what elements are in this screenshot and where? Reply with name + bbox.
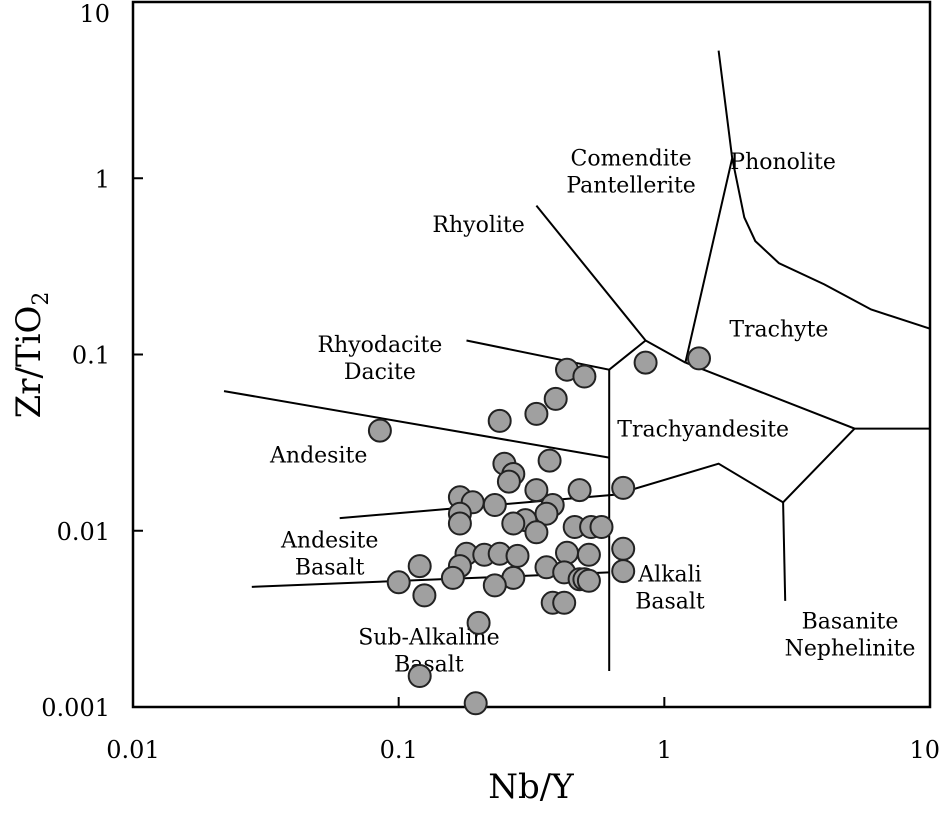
y-axis-title-subscript: 2: [29, 292, 54, 306]
classification-boundaries: [223, 50, 931, 671]
region-label-trachyte: Trachyte: [729, 318, 828, 343]
phonolite-trachyte-boundary: [731, 157, 931, 330]
data-point: [482, 493, 507, 517]
region-label-rhyodacite-dacite: Rhyodacite Dacite: [317, 333, 442, 385]
trachyte-comendite-boundary: [684, 50, 734, 363]
data-point: [611, 559, 636, 584]
region-label-line: Alkali: [637, 562, 701, 587]
data-point: [466, 610, 491, 635]
region-label-phonolite: Phonolite: [730, 150, 836, 175]
data-point: [611, 475, 636, 500]
region-label-line: Rhyolite: [432, 213, 524, 238]
data-point: [611, 536, 636, 561]
data-point: [407, 554, 432, 579]
data-point: [572, 364, 597, 389]
region-label-line: Trachyte: [729, 318, 828, 343]
data-point: [407, 664, 432, 688]
x-tick-label: 0.01: [106, 736, 159, 764]
x-axis-title: Nb/Y: [488, 767, 574, 807]
data-point: [386, 570, 411, 595]
data-point: [567, 478, 592, 503]
region-label-line: Pantellerite: [566, 174, 695, 199]
x-tick-label: 0.1: [380, 736, 418, 764]
comendite-rhyolite-boundary: [535, 204, 686, 364]
region-label-line: Dacite: [344, 360, 416, 385]
data-point: [367, 418, 392, 443]
region-label-line: Andesite: [269, 444, 367, 469]
y-tick-label: 0.1: [72, 342, 110, 370]
y-tick-label: 1: [95, 165, 110, 193]
rhyodacite-andesite-boundary: [223, 390, 610, 459]
region-label-rhyolite: Rhyolite: [432, 213, 524, 238]
data-point: [576, 568, 601, 593]
x-tick-label: 10: [909, 736, 940, 764]
data-point: [482, 573, 507, 598]
y-axis-title-main: Zr/TiO: [9, 306, 49, 419]
data-point: [576, 542, 601, 567]
region-label-line: Basalt: [295, 555, 365, 580]
y-tick-label: 0.01: [57, 518, 110, 546]
data-point: [555, 540, 579, 565]
y-axis-title: Zr/TiO2: [9, 292, 54, 419]
data-point: [524, 520, 549, 545]
data-point: [505, 543, 530, 568]
region-label-line: Basalt: [635, 589, 705, 614]
region-label-line: Trachyandesite: [617, 418, 789, 443]
region-label-line: Andesite: [280, 528, 378, 553]
data-point: [537, 448, 562, 473]
region-label-andesite-basalt: Andesite Basalt: [280, 528, 378, 580]
region-label-alkali-basalt: Alkali Basalt: [635, 562, 705, 614]
y-axis-ticks: 0.001 0.01 0.1 1 10: [41, 0, 143, 722]
region-labels: Phonolite Comendite Pantellerite Rhyolite Tr…: [269, 147, 915, 678]
data-point: [633, 350, 658, 375]
data-point: [543, 386, 568, 411]
region-label-line: Basanite: [802, 609, 899, 634]
region-label-basanite-nephelinite: Basanite Nephelinite: [785, 609, 916, 661]
data-point: [447, 511, 472, 536]
data-point: [463, 691, 488, 716]
region-label-line: Phonolite: [730, 150, 836, 175]
region-label-line: Rhyodacite: [317, 333, 442, 358]
data-point: [501, 511, 526, 536]
y-tick-label: 10: [79, 0, 110, 28]
y-tick-label: 0.001: [41, 694, 110, 722]
region-label-comendite-pantellerite: Comendite Pantellerite: [566, 147, 695, 199]
data-point: [552, 590, 577, 615]
data-point: [440, 565, 465, 590]
trachyandesite-alkali-basalt-boundary: [614, 427, 856, 504]
data-point: [687, 346, 711, 371]
data-point: [412, 583, 437, 608]
x-axis-ticks: 0.01 0.1 1 10: [106, 697, 940, 764]
data-point: [496, 469, 521, 494]
data-point: [487, 408, 512, 433]
basanite-alkali-basalt-boundary: [782, 502, 787, 601]
data-point: [524, 401, 549, 426]
region-label-trachyandesite: Trachyandesite: [617, 418, 789, 443]
data-point: [524, 478, 549, 503]
region-label-line: Comendite: [571, 147, 692, 172]
data-points: [367, 346, 711, 716]
region-label-sub-alkaline-basalt: Sub-Alkaline Basalt: [358, 626, 499, 678]
region-label-andesite: Andesite: [269, 444, 367, 469]
x-tick-label: 1: [657, 736, 672, 764]
data-point: [589, 515, 614, 539]
region-label-line: Nephelinite: [785, 636, 916, 661]
